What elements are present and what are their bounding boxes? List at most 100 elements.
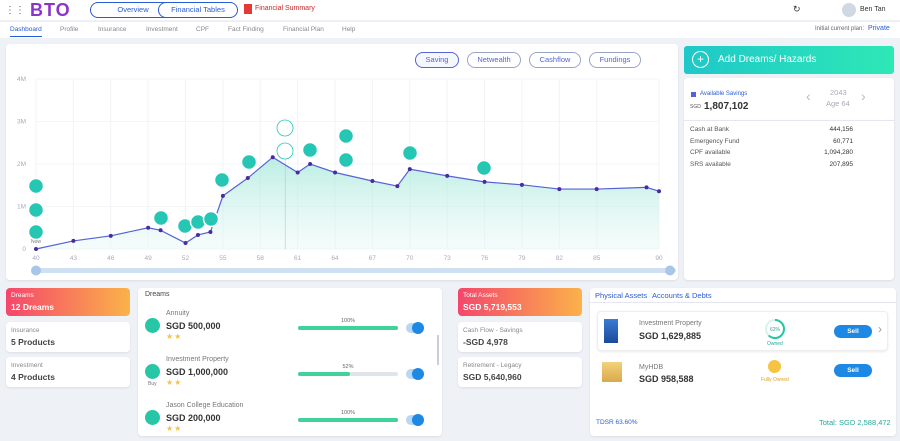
point[interactable] xyxy=(195,232,200,237)
dream-marker[interactable] xyxy=(27,223,45,241)
point[interactable] xyxy=(34,247,38,251)
apps-icon[interactable]: ⋮⋮ xyxy=(5,5,25,16)
scrollbar[interactable] xyxy=(437,335,439,365)
summary-label: Investment xyxy=(11,362,43,369)
chevron[interactable]: › xyxy=(878,322,882,336)
dream-marker[interactable] xyxy=(202,210,220,228)
dream-marker[interactable] xyxy=(337,151,355,169)
hazard-marker[interactable] xyxy=(276,119,294,137)
dream-marker[interactable] xyxy=(301,141,319,159)
point[interactable] xyxy=(295,170,300,175)
chart-toggle[interactable]: Fundings xyxy=(589,52,641,68)
summary-label: Dreams xyxy=(11,292,34,299)
dream-marker[interactable] xyxy=(475,159,493,177)
summary-card[interactable]: Retirement - Legacy SGD 5,640,960 xyxy=(458,357,582,387)
savings-marker xyxy=(691,92,696,97)
summary-card[interactable]: Dreams 12 Dreams xyxy=(6,288,130,316)
tab[interactable]: Overview xyxy=(90,2,176,18)
point[interactable] xyxy=(594,187,599,192)
toggle[interactable] xyxy=(406,322,424,334)
x-tick-label: 40 xyxy=(32,255,40,262)
add-dreams-label[interactable]: Add Dreams/ Hazards xyxy=(718,54,817,65)
balance-label: SRS available xyxy=(690,160,731,168)
point[interactable] xyxy=(208,230,213,234)
nav-item[interactable]: Help xyxy=(342,26,356,33)
point[interactable] xyxy=(158,228,163,233)
scroll-handle[interactable] xyxy=(31,265,41,276)
chart-toggle[interactable]: Netwealth xyxy=(467,52,521,68)
point[interactable] xyxy=(657,189,661,194)
point[interactable] xyxy=(245,176,250,181)
point[interactable] xyxy=(407,167,412,172)
nav-item[interactable]: Fact Finding xyxy=(228,26,264,33)
summary-card[interactable]: Cash Flow - Savings -SGD 4,978 xyxy=(458,322,582,352)
summary-card[interactable]: Investment 4 Products xyxy=(6,357,130,387)
nav-item[interactable]: Profile xyxy=(60,26,79,33)
point[interactable] xyxy=(557,187,562,192)
avatar[interactable] xyxy=(842,3,856,17)
point[interactable] xyxy=(270,155,275,160)
dream-amount: SGD 500,000 xyxy=(166,321,221,331)
point[interactable] xyxy=(482,179,487,184)
x-tick-label: 49 xyxy=(145,255,153,262)
tab[interactable]: Financial Summary xyxy=(255,5,315,12)
point[interactable] xyxy=(146,225,151,230)
plan[interactable]: Private xyxy=(868,25,890,32)
point[interactable] xyxy=(308,162,313,166)
progress-fill xyxy=(298,418,398,422)
toggle[interactable] xyxy=(406,368,424,380)
plus-icon: + xyxy=(692,51,709,68)
dream-marker[interactable] xyxy=(213,171,231,189)
dream-marker[interactable] xyxy=(401,144,419,162)
dream-marker[interactable] xyxy=(152,209,170,227)
refresh-icon[interactable]: ↻ xyxy=(793,4,801,14)
point[interactable] xyxy=(333,170,338,175)
summary-card[interactable]: Total Assets SGD 5,719,553 xyxy=(458,288,582,316)
point[interactable] xyxy=(370,179,375,183)
summary-card[interactable]: Insurance 5 Products xyxy=(6,322,130,352)
pdf-icon xyxy=(244,4,252,14)
nav-item[interactable]: Financial Plan xyxy=(283,26,324,33)
scroll-handle[interactable] xyxy=(665,265,675,276)
dream-marker[interactable] xyxy=(27,201,45,219)
assets-tab[interactable]: Accounts & Debts xyxy=(652,291,712,300)
sell-button[interactable]: Sell xyxy=(834,364,872,377)
next-arrow[interactable]: › xyxy=(861,88,866,104)
dream-marker[interactable] xyxy=(337,127,355,145)
point[interactable] xyxy=(108,233,113,238)
hazard-marker[interactable] xyxy=(276,142,294,160)
chart-toggle[interactable]: Cashflow xyxy=(529,52,581,68)
point[interactable] xyxy=(395,184,400,189)
building-icon xyxy=(604,319,618,343)
prev-arrow[interactable]: ‹ xyxy=(806,88,811,104)
nav-item[interactable]: Dashboard xyxy=(10,26,42,37)
dream-marker[interactable] xyxy=(27,177,45,195)
chart-toggle[interactable]: Saving xyxy=(415,52,459,68)
nav-item[interactable]: Insurance xyxy=(98,26,127,33)
scrollbar[interactable] xyxy=(36,268,676,273)
x-tick-label: 43 xyxy=(70,255,78,262)
point[interactable] xyxy=(71,238,76,243)
x-tick-label: 52 xyxy=(182,255,190,262)
asset-status: Fully Owned xyxy=(761,377,789,383)
toggle[interactable] xyxy=(406,414,424,426)
point[interactable] xyxy=(445,173,450,178)
x-tick-label: 79 xyxy=(518,255,526,262)
sell-button[interactable]: Sell xyxy=(834,325,872,338)
nav-item[interactable]: Investment xyxy=(146,26,178,33)
nav-item[interactable]: CPF xyxy=(196,26,209,33)
tab[interactable]: Financial Tables xyxy=(158,2,238,18)
user-name[interactable]: Ben Tan xyxy=(860,6,886,13)
line xyxy=(35,156,660,250)
point[interactable] xyxy=(644,185,649,190)
dreams-title: Dreams xyxy=(145,291,170,298)
balance-label: Emergency Fund xyxy=(690,137,740,145)
dream-marker[interactable] xyxy=(240,153,258,171)
progress-track xyxy=(298,326,398,330)
add-dreams-button[interactable] xyxy=(684,46,894,74)
point[interactable] xyxy=(519,182,524,187)
point[interactable] xyxy=(183,241,188,246)
progress-label: 52% xyxy=(342,364,354,370)
point[interactable] xyxy=(220,193,225,198)
